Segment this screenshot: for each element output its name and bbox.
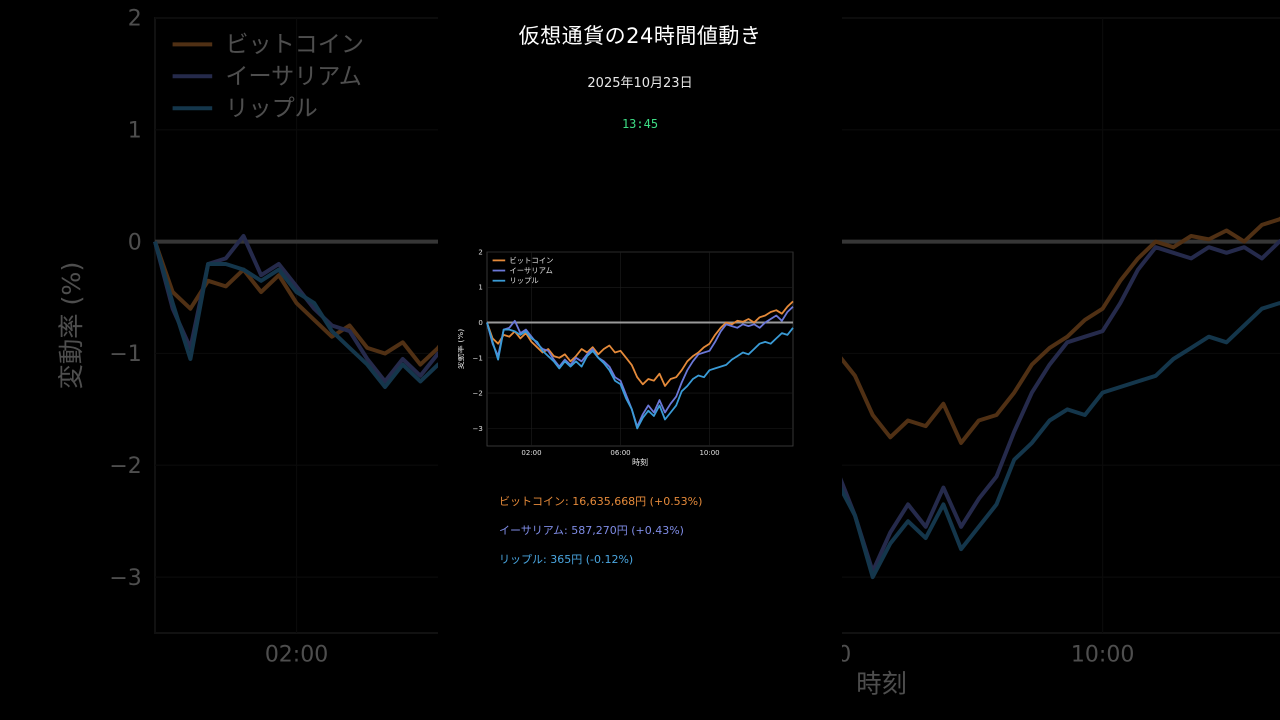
price-row-name: リップル <box>499 553 543 566</box>
x-axis-label: 時刻 <box>856 669 907 698</box>
legend-label: イーサリアム <box>509 266 552 275</box>
y-tick-label: 0 <box>478 319 482 327</box>
plot-frame <box>154 17 438 634</box>
y-tick-label: −2 <box>472 390 482 398</box>
y-tick-label: −3 <box>472 425 482 433</box>
x-tick-label: 02:00 <box>265 643 328 668</box>
y-axis-label: 変動率 (%) <box>458 329 465 370</box>
plot-frame <box>842 17 1280 634</box>
y-tick-label: −1 <box>472 354 482 362</box>
legend-label: ビットコイン <box>509 256 553 265</box>
legend-label: イーサリアム <box>225 64 361 90</box>
series-line-0 <box>842 216 1280 445</box>
series-line-2 <box>153 241 438 389</box>
legend-label: リップル <box>225 96 317 122</box>
x-tick-label: 10:00 <box>1071 643 1134 668</box>
series-line-1 <box>842 238 1280 574</box>
price-row-ethereum: イーサリアム: 587,270円 (+0.43%) <box>499 524 684 537</box>
y-tick-label: 2 <box>128 7 142 32</box>
y-tick-label: 1 <box>128 119 142 144</box>
y-tick-label: 1 <box>478 284 482 292</box>
page-title: 仮想通貨の24時間値動き <box>518 24 762 48</box>
series-line-2 <box>842 301 1280 580</box>
price-row-value: 587,270円 (+0.43%) <box>571 524 684 537</box>
price-change-chart: −3 −2 −1 0 1 2 02:00 06:00 10:00 時刻 変動率 (%) ビットコインイ… <box>458 248 794 467</box>
series-line-0 <box>486 300 794 387</box>
x-tick-label: 06:00 <box>842 643 851 668</box>
y-tick-label: −2 <box>109 454 141 479</box>
y-tick-label: 2 <box>478 248 482 256</box>
price-row-value: 16,635,668円 (+0.53%) <box>572 495 703 508</box>
y-tick-label: −1 <box>109 342 141 367</box>
y-tick-label: 0 <box>128 230 142 255</box>
legend-label: ビットコイン <box>225 32 364 58</box>
x-tick-label: 10:00 <box>699 449 719 457</box>
price-row-bitcoin: ビットコイン: 16,635,668円 (+0.53%) <box>499 495 703 508</box>
y-axis-label: 変動率 (%) <box>57 262 86 390</box>
x-axis-label: 時刻 <box>632 457 648 467</box>
price-row-name: ビットコイン <box>499 495 565 508</box>
y-tick-label: −3 <box>109 566 141 591</box>
series-line-1 <box>153 234 438 384</box>
x-tick-label: 02:00 <box>521 449 541 457</box>
price-row-value: 365円 (-0.12%) <box>550 553 634 566</box>
legend-label: リップル <box>509 276 538 285</box>
x-tick-label: 06:00 <box>610 449 630 457</box>
date-label: 2025年10月23日 <box>587 76 693 91</box>
price-row-ripple: リップル: 365円 (-0.12%) <box>499 553 634 566</box>
series-line-0 <box>153 240 438 367</box>
time-label: 13:45 <box>621 117 659 131</box>
price-row-name: イーサリアム <box>499 524 565 537</box>
center-panel: 仮想通貨の24時間値動き 2025年10月23日 13:45 −3 −2 −1 0 1 2… <box>438 0 842 720</box>
series-line-2 <box>486 322 794 430</box>
